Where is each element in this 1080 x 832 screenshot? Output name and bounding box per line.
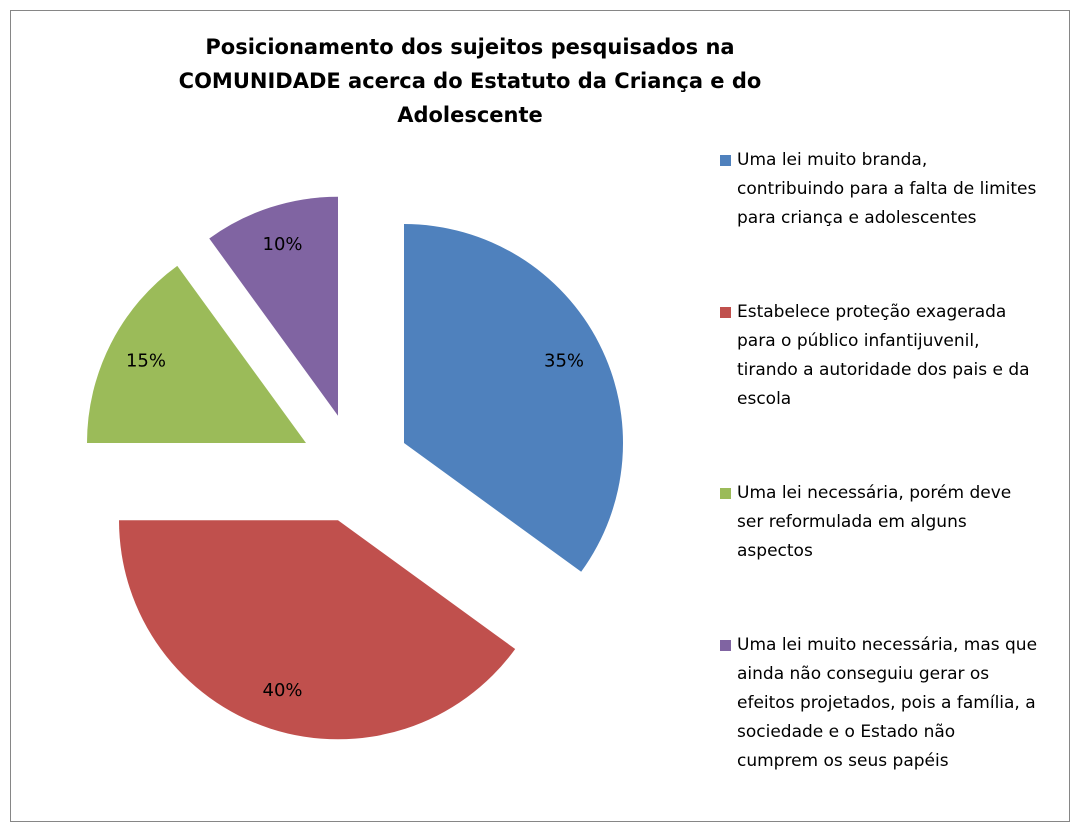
data-label: 15% [126, 351, 166, 372]
pie-slice [209, 196, 339, 416]
chart-title: Posicionamento dos sujeitos pesquisados … [178, 35, 762, 127]
legend-label: Uma lei muito necessária, mas que ainda … [737, 635, 1038, 771]
legend-item: Estabelece proteção exagerada para o púb… [718, 298, 1038, 414]
legend-swatch [720, 640, 731, 651]
legend-swatch [720, 488, 731, 499]
data-label: 10% [263, 234, 303, 255]
pie-slice [86, 265, 306, 444]
pie-slice [404, 224, 624, 572]
legend-item: Uma lei necessária, porém deve ser refor… [718, 479, 1038, 566]
pie-slice [119, 520, 516, 740]
legend: Uma lei muito branda, contribuindo para … [718, 146, 1038, 776]
legend-item: Uma lei muito necessária, mas que ainda … [718, 631, 1038, 776]
data-label: 40% [263, 680, 303, 701]
legend-item: Uma lei muito branda, contribuindo para … [718, 146, 1038, 233]
data-label: 35% [544, 351, 584, 372]
legend-label: Estabelece proteção exagerada para o púb… [737, 302, 1030, 409]
legend-swatch [720, 307, 731, 318]
legend-label: Uma lei necessária, porém deve ser refor… [737, 483, 1012, 561]
legend-label: Uma lei muito branda, contribuindo para … [737, 150, 1037, 228]
legend-swatch [720, 155, 731, 166]
